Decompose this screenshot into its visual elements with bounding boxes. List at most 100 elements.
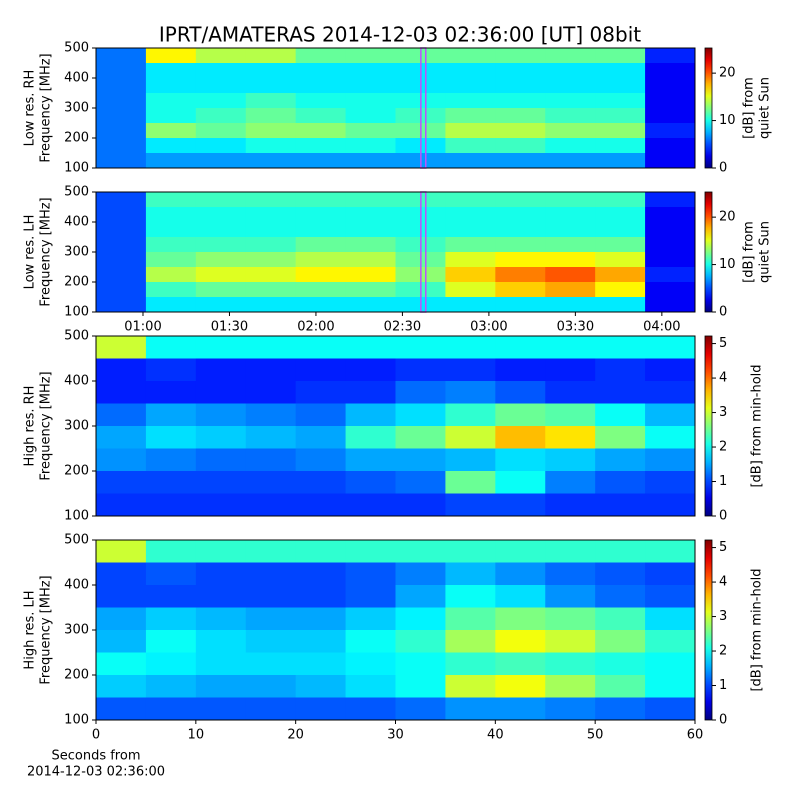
heat-cell	[595, 471, 646, 494]
heat-cell	[96, 540, 147, 563]
heat-cell	[595, 123, 646, 139]
heat-cell	[495, 93, 546, 109]
heat-cell	[195, 585, 247, 608]
y-tick-label: 100	[64, 161, 89, 176]
x-tick-label: 50	[587, 728, 604, 743]
heat-cell	[345, 207, 396, 223]
heat-cell	[345, 93, 396, 109]
heat-cell	[145, 403, 197, 427]
heat-cell	[195, 471, 247, 494]
heat-cell	[395, 426, 446, 449]
heat-cell	[245, 697, 297, 721]
heat-cell	[595, 207, 646, 223]
heat-cell	[595, 493, 646, 517]
heat-cell	[545, 237, 596, 253]
heat-cell	[345, 697, 396, 721]
heat-cell	[345, 381, 396, 404]
heat-cell	[295, 381, 347, 404]
heat-cell	[345, 78, 396, 94]
heat-cell	[195, 540, 247, 563]
heat-cell	[645, 448, 696, 472]
x-tick-label: 10	[188, 728, 205, 743]
heat-cell	[495, 403, 546, 427]
y-axis-label: Frequency [MHz]	[39, 371, 54, 480]
x-tick-label: 0	[92, 728, 100, 743]
heat-cell	[345, 585, 396, 608]
heat-cell	[96, 93, 147, 109]
heat-cell	[545, 540, 596, 563]
heat-cell	[595, 48, 646, 64]
heat-cell	[245, 448, 297, 472]
heat-cell	[645, 675, 696, 698]
heat-cell	[595, 192, 646, 208]
heat-cell	[595, 153, 646, 169]
heat-cell	[395, 448, 446, 472]
heat-cell	[96, 426, 147, 449]
colorbar-tick-label: 2	[719, 440, 727, 455]
heat-cell	[345, 222, 396, 238]
heat-cell	[495, 381, 546, 404]
x-tick-label: 03:30	[557, 320, 594, 335]
heat-cell	[445, 403, 496, 427]
y-tick-label: 500	[64, 533, 89, 548]
heat-cell	[145, 192, 197, 208]
heat-cell	[145, 297, 197, 313]
x-tick-label: 40	[487, 728, 504, 743]
heat-cell	[545, 207, 596, 223]
heat-cell	[96, 403, 147, 427]
colorbar-label: quiet Sun	[758, 221, 773, 283]
heat-cell	[645, 153, 696, 169]
heat-cell	[495, 108, 546, 124]
heat-cell	[595, 403, 646, 427]
heat-cell	[295, 358, 347, 382]
heat-cell	[645, 697, 696, 721]
heat-cell	[495, 252, 546, 268]
heat-cell	[545, 48, 596, 64]
heat-cell	[245, 297, 297, 313]
heat-cell	[445, 562, 496, 586]
heat-cell	[295, 493, 347, 517]
heat-cell	[295, 585, 347, 608]
heat-cell	[345, 237, 396, 253]
colorbar-tick-label: 3	[719, 405, 727, 420]
colorbar	[704, 47, 713, 169]
colorbar-tick-label: 10	[719, 257, 736, 272]
heat-cell	[445, 471, 496, 494]
heat-cell	[96, 282, 147, 298]
heat-cell	[96, 297, 147, 313]
y-axis-label: High res. RH	[23, 386, 38, 467]
heat-cell	[645, 207, 696, 223]
colorbar-tick-label: 10	[719, 113, 736, 128]
heat-cell	[595, 336, 646, 359]
heat-cell	[495, 652, 546, 676]
heat-cell	[195, 426, 247, 449]
heat-cell	[245, 93, 297, 109]
heat-cell	[445, 630, 496, 653]
heat-cell	[595, 585, 646, 608]
heat-cell	[96, 448, 147, 472]
heat-cell	[495, 192, 546, 208]
heat-cell	[445, 426, 496, 449]
heat-cell	[545, 282, 596, 298]
heat-cell	[245, 63, 297, 79]
heat-cell	[145, 108, 197, 124]
heat-cell	[495, 358, 546, 382]
heat-cell	[645, 652, 696, 676]
heat-cell	[645, 358, 696, 382]
heat-cell	[295, 675, 347, 698]
heat-cell	[245, 108, 297, 124]
heat-cell	[96, 78, 147, 94]
y-axis-label: Frequency [MHz]	[39, 197, 54, 306]
heat-cell	[645, 630, 696, 653]
heat-cell	[96, 358, 147, 382]
heat-cell	[545, 252, 596, 268]
heat-cell	[445, 267, 496, 283]
heat-cell	[145, 207, 197, 223]
heat-cell	[495, 282, 546, 298]
heat-cell	[545, 448, 596, 472]
heat-cell	[345, 675, 396, 698]
colorbar	[704, 335, 713, 517]
heat-cell	[96, 652, 147, 676]
heat-cell	[595, 93, 646, 109]
heat-cell	[195, 607, 247, 631]
